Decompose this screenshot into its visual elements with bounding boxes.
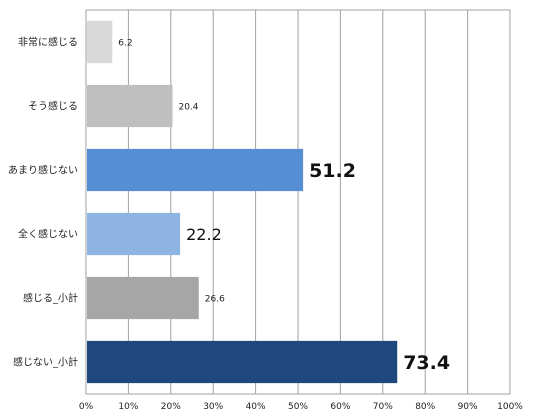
x-tick-label: 90% [458,402,478,412]
category-label: 感じる_小計 [23,292,78,305]
category-label: 感じない_小計 [13,356,78,369]
category-label: 非常に感じる [18,36,78,49]
category-label: そう感じる [28,100,78,113]
bar [87,84,173,128]
x-axis-tick-labels: 0% 10% 20% 30% 40% 50% 60% 70% 80% 90% 100% [79,402,523,412]
bar [87,276,199,320]
x-tick-label: 50% [288,402,308,412]
x-tick-label: 100% [497,402,523,412]
category-label: あまり感じない [8,164,78,177]
value-label: 6.2 [118,39,132,49]
x-tick-label: 70% [373,402,393,412]
value-label: 73.4 [403,352,450,374]
x-tick-label: 40% [246,402,266,412]
bar [87,340,398,384]
x-tick-label: 80% [415,402,435,412]
x-tick-label: 30% [203,402,223,412]
value-label: 51.2 [309,160,356,182]
category-label: 全く感じない [18,228,78,241]
x-tick-label: 20% [161,402,181,412]
x-tick-label: 0% [79,402,94,412]
bar [87,20,113,64]
bar [87,212,181,256]
value-label: 26.6 [205,295,225,305]
value-label: 20.4 [178,103,198,113]
gridlines [127,10,469,394]
x-tick-label: 10% [118,402,138,412]
bar [87,148,304,192]
value-label: 22.2 [186,225,222,244]
bars [87,20,398,384]
x-tick-label: 60% [330,402,350,412]
value-labels: 6.2 20.4 51.2 22.2 26.6 73.4 [118,39,450,375]
